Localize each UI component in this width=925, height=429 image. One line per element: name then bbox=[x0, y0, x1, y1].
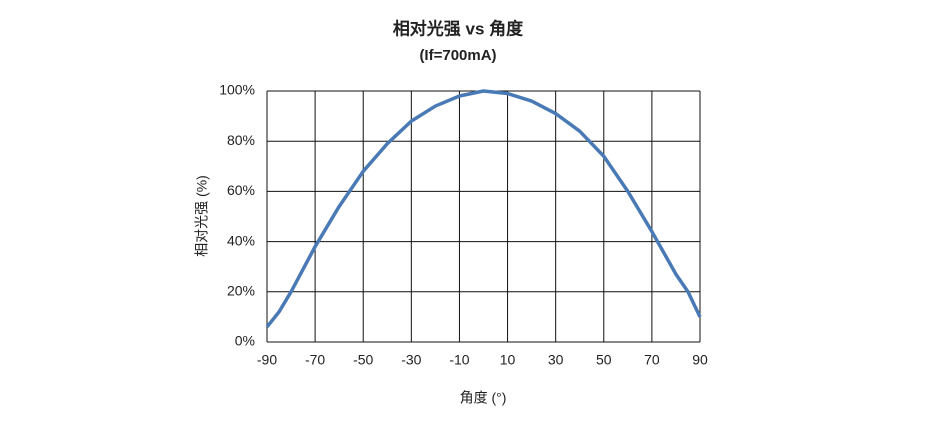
y-tick-label: 60% bbox=[227, 182, 255, 198]
chart-subtitle: (If=700mA) bbox=[419, 47, 496, 64]
x-tick-label: 90 bbox=[692, 352, 708, 368]
x-tick-label: 10 bbox=[500, 352, 516, 368]
x-tick-label: -10 bbox=[449, 352, 469, 368]
y-tick-label: 0% bbox=[235, 333, 255, 349]
y-axis-label: 相对光强 (%) bbox=[194, 175, 210, 257]
x-tick-label: 70 bbox=[644, 352, 660, 368]
x-tick-label: 30 bbox=[548, 352, 564, 368]
x-axis-label: 角度 (°) bbox=[460, 390, 507, 406]
x-tick-label: -30 bbox=[401, 352, 421, 368]
x-tick-label: -50 bbox=[353, 352, 373, 368]
x-tick-label: -90 bbox=[257, 352, 277, 368]
x-tick-label: 50 bbox=[596, 352, 612, 368]
data-line bbox=[265, 89, 702, 329]
chart-title: 相对光强 vs 角度 bbox=[393, 18, 524, 38]
y-tick-label: 40% bbox=[227, 232, 255, 248]
y-tick-label: 100% bbox=[219, 82, 255, 98]
y-tick-label: 20% bbox=[227, 283, 255, 299]
y-tick-label: 80% bbox=[227, 132, 255, 148]
x-tick-label: -70 bbox=[305, 352, 325, 368]
